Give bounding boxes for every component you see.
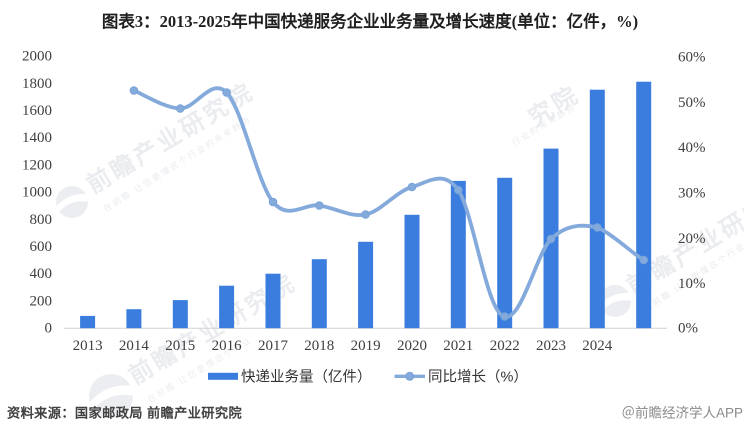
svg-text:2018: 2018: [304, 338, 334, 354]
svg-text:2023: 2023: [536, 338, 566, 354]
svg-text:0%: 0%: [678, 321, 698, 337]
svg-text:2016: 2016: [212, 338, 243, 354]
svg-text:1000: 1000: [22, 185, 52, 201]
svg-text:40%: 40%: [678, 140, 706, 156]
svg-text:2021: 2021: [443, 338, 473, 354]
svg-text:1800: 1800: [22, 76, 52, 92]
svg-text:1200: 1200: [22, 157, 52, 173]
svg-text:1400: 1400: [22, 130, 52, 146]
svg-text:200: 200: [30, 293, 53, 309]
svg-text:400: 400: [30, 266, 53, 282]
svg-text:2000: 2000: [22, 49, 52, 65]
svg-text:2019: 2019: [351, 338, 381, 354]
svg-text:1600: 1600: [22, 103, 52, 119]
svg-text:600: 600: [30, 239, 53, 255]
svg-text:60%: 60%: [678, 50, 706, 66]
svg-text:50%: 50%: [678, 95, 706, 111]
svg-text:同比增长（%）: 同比增长（%）: [428, 369, 528, 386]
svg-text:快递业务量（亿件）: 快递业务量（亿件）: [241, 369, 372, 386]
svg-text:10%: 10%: [678, 276, 706, 292]
svg-text:800: 800: [30, 212, 53, 228]
svg-text:2017: 2017: [258, 338, 289, 354]
svg-text:2020: 2020: [397, 338, 427, 354]
svg-text:2022: 2022: [490, 338, 520, 354]
svg-text:2014: 2014: [119, 338, 150, 354]
svg-text:2024: 2024: [582, 338, 613, 354]
svg-text:图表3：2013-2025年中国快递服务企业业务量及增长速度: 图表3：2013-2025年中国快递服务企业业务量及增长速度(单位：亿件，%): [102, 11, 638, 31]
svg-text:30%: 30%: [678, 186, 706, 202]
svg-text:＠前瞻经济学人APP: ＠前瞻经济学人APP: [622, 405, 744, 421]
svg-text:2013: 2013: [73, 338, 103, 354]
svg-text:资料来源：国家邮政局 前瞻产业研究院: 资料来源：国家邮政局 前瞻产业研究院: [7, 405, 242, 421]
svg-text:0: 0: [45, 321, 53, 337]
svg-text:20%: 20%: [678, 231, 706, 247]
svg-text:2015: 2015: [165, 338, 195, 354]
